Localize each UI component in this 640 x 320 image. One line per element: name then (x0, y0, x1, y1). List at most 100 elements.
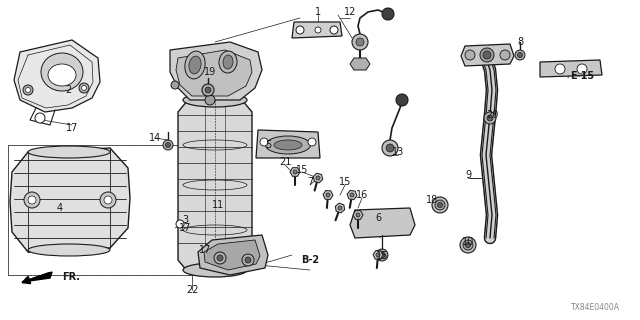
Polygon shape (204, 240, 260, 270)
Text: 18: 18 (426, 195, 438, 205)
Circle shape (465, 243, 470, 247)
Polygon shape (178, 100, 252, 272)
Text: TX84E0400A: TX84E0400A (571, 303, 620, 312)
Circle shape (166, 142, 170, 148)
Text: 16: 16 (356, 190, 368, 200)
Circle shape (500, 50, 510, 60)
Circle shape (487, 115, 493, 121)
Circle shape (350, 193, 354, 197)
Circle shape (176, 220, 184, 228)
Text: 13: 13 (392, 147, 404, 157)
Circle shape (296, 26, 304, 34)
Circle shape (386, 144, 394, 152)
Circle shape (480, 48, 494, 62)
Circle shape (382, 140, 398, 156)
Polygon shape (540, 60, 602, 77)
Text: 12: 12 (344, 7, 356, 17)
Circle shape (352, 34, 368, 50)
Polygon shape (335, 203, 345, 213)
Circle shape (432, 197, 448, 213)
Text: 3: 3 (182, 215, 188, 225)
Polygon shape (323, 190, 333, 200)
Circle shape (376, 253, 380, 257)
Circle shape (35, 113, 45, 123)
Text: 11: 11 (212, 200, 224, 210)
Text: 22: 22 (186, 285, 198, 295)
Circle shape (435, 200, 445, 210)
Circle shape (100, 192, 116, 208)
Text: 7: 7 (307, 177, 313, 187)
Ellipse shape (185, 51, 205, 79)
Circle shape (260, 138, 268, 146)
Ellipse shape (219, 51, 237, 73)
Text: 8: 8 (517, 37, 523, 47)
Circle shape (26, 87, 31, 92)
Polygon shape (170, 42, 262, 100)
Polygon shape (176, 50, 252, 96)
Circle shape (163, 140, 173, 150)
Polygon shape (350, 58, 370, 70)
Circle shape (316, 176, 320, 180)
Circle shape (202, 84, 214, 96)
Text: 19: 19 (204, 67, 216, 77)
Circle shape (315, 27, 321, 33)
Circle shape (308, 138, 316, 146)
Text: 1: 1 (315, 7, 321, 17)
Circle shape (382, 8, 394, 20)
Text: E-15: E-15 (570, 71, 594, 81)
Circle shape (23, 85, 33, 95)
Circle shape (81, 85, 86, 91)
Circle shape (518, 52, 522, 58)
Circle shape (79, 83, 89, 93)
Text: 6: 6 (375, 213, 381, 223)
Circle shape (483, 51, 491, 59)
Circle shape (463, 240, 473, 250)
Text: 15: 15 (339, 177, 351, 187)
Polygon shape (198, 235, 268, 275)
Ellipse shape (183, 93, 247, 107)
Ellipse shape (41, 53, 83, 91)
Text: 10: 10 (462, 237, 474, 247)
Circle shape (356, 213, 360, 217)
Circle shape (484, 112, 496, 124)
Circle shape (293, 170, 297, 174)
Text: 21: 21 (279, 157, 291, 167)
Circle shape (330, 26, 338, 34)
Text: 4: 4 (57, 203, 63, 213)
Ellipse shape (183, 263, 247, 277)
Text: 5: 5 (265, 140, 271, 150)
Polygon shape (22, 272, 52, 282)
Text: 9: 9 (465, 170, 471, 180)
Circle shape (171, 81, 179, 89)
Ellipse shape (274, 140, 302, 150)
Circle shape (338, 206, 342, 210)
Polygon shape (290, 168, 300, 176)
Text: 17: 17 (179, 223, 191, 233)
Circle shape (28, 196, 36, 204)
Circle shape (205, 87, 211, 93)
Ellipse shape (48, 64, 76, 86)
Ellipse shape (189, 56, 201, 74)
Polygon shape (256, 130, 320, 158)
Circle shape (460, 237, 476, 253)
Text: B-2: B-2 (301, 255, 319, 265)
Polygon shape (292, 22, 342, 38)
Circle shape (326, 193, 330, 197)
Circle shape (515, 50, 525, 60)
Polygon shape (313, 173, 323, 183)
Circle shape (577, 64, 587, 74)
Ellipse shape (266, 136, 310, 154)
Text: 15: 15 (296, 165, 308, 175)
Text: 14: 14 (149, 133, 161, 143)
Circle shape (376, 249, 388, 261)
Ellipse shape (28, 244, 110, 256)
Text: 15: 15 (376, 251, 388, 261)
Text: 2: 2 (65, 85, 71, 95)
Text: 17: 17 (199, 245, 211, 255)
Circle shape (245, 257, 251, 263)
Polygon shape (14, 40, 100, 112)
Text: FR.: FR. (62, 272, 80, 282)
Ellipse shape (223, 55, 233, 69)
Polygon shape (10, 148, 130, 252)
Circle shape (356, 38, 364, 46)
